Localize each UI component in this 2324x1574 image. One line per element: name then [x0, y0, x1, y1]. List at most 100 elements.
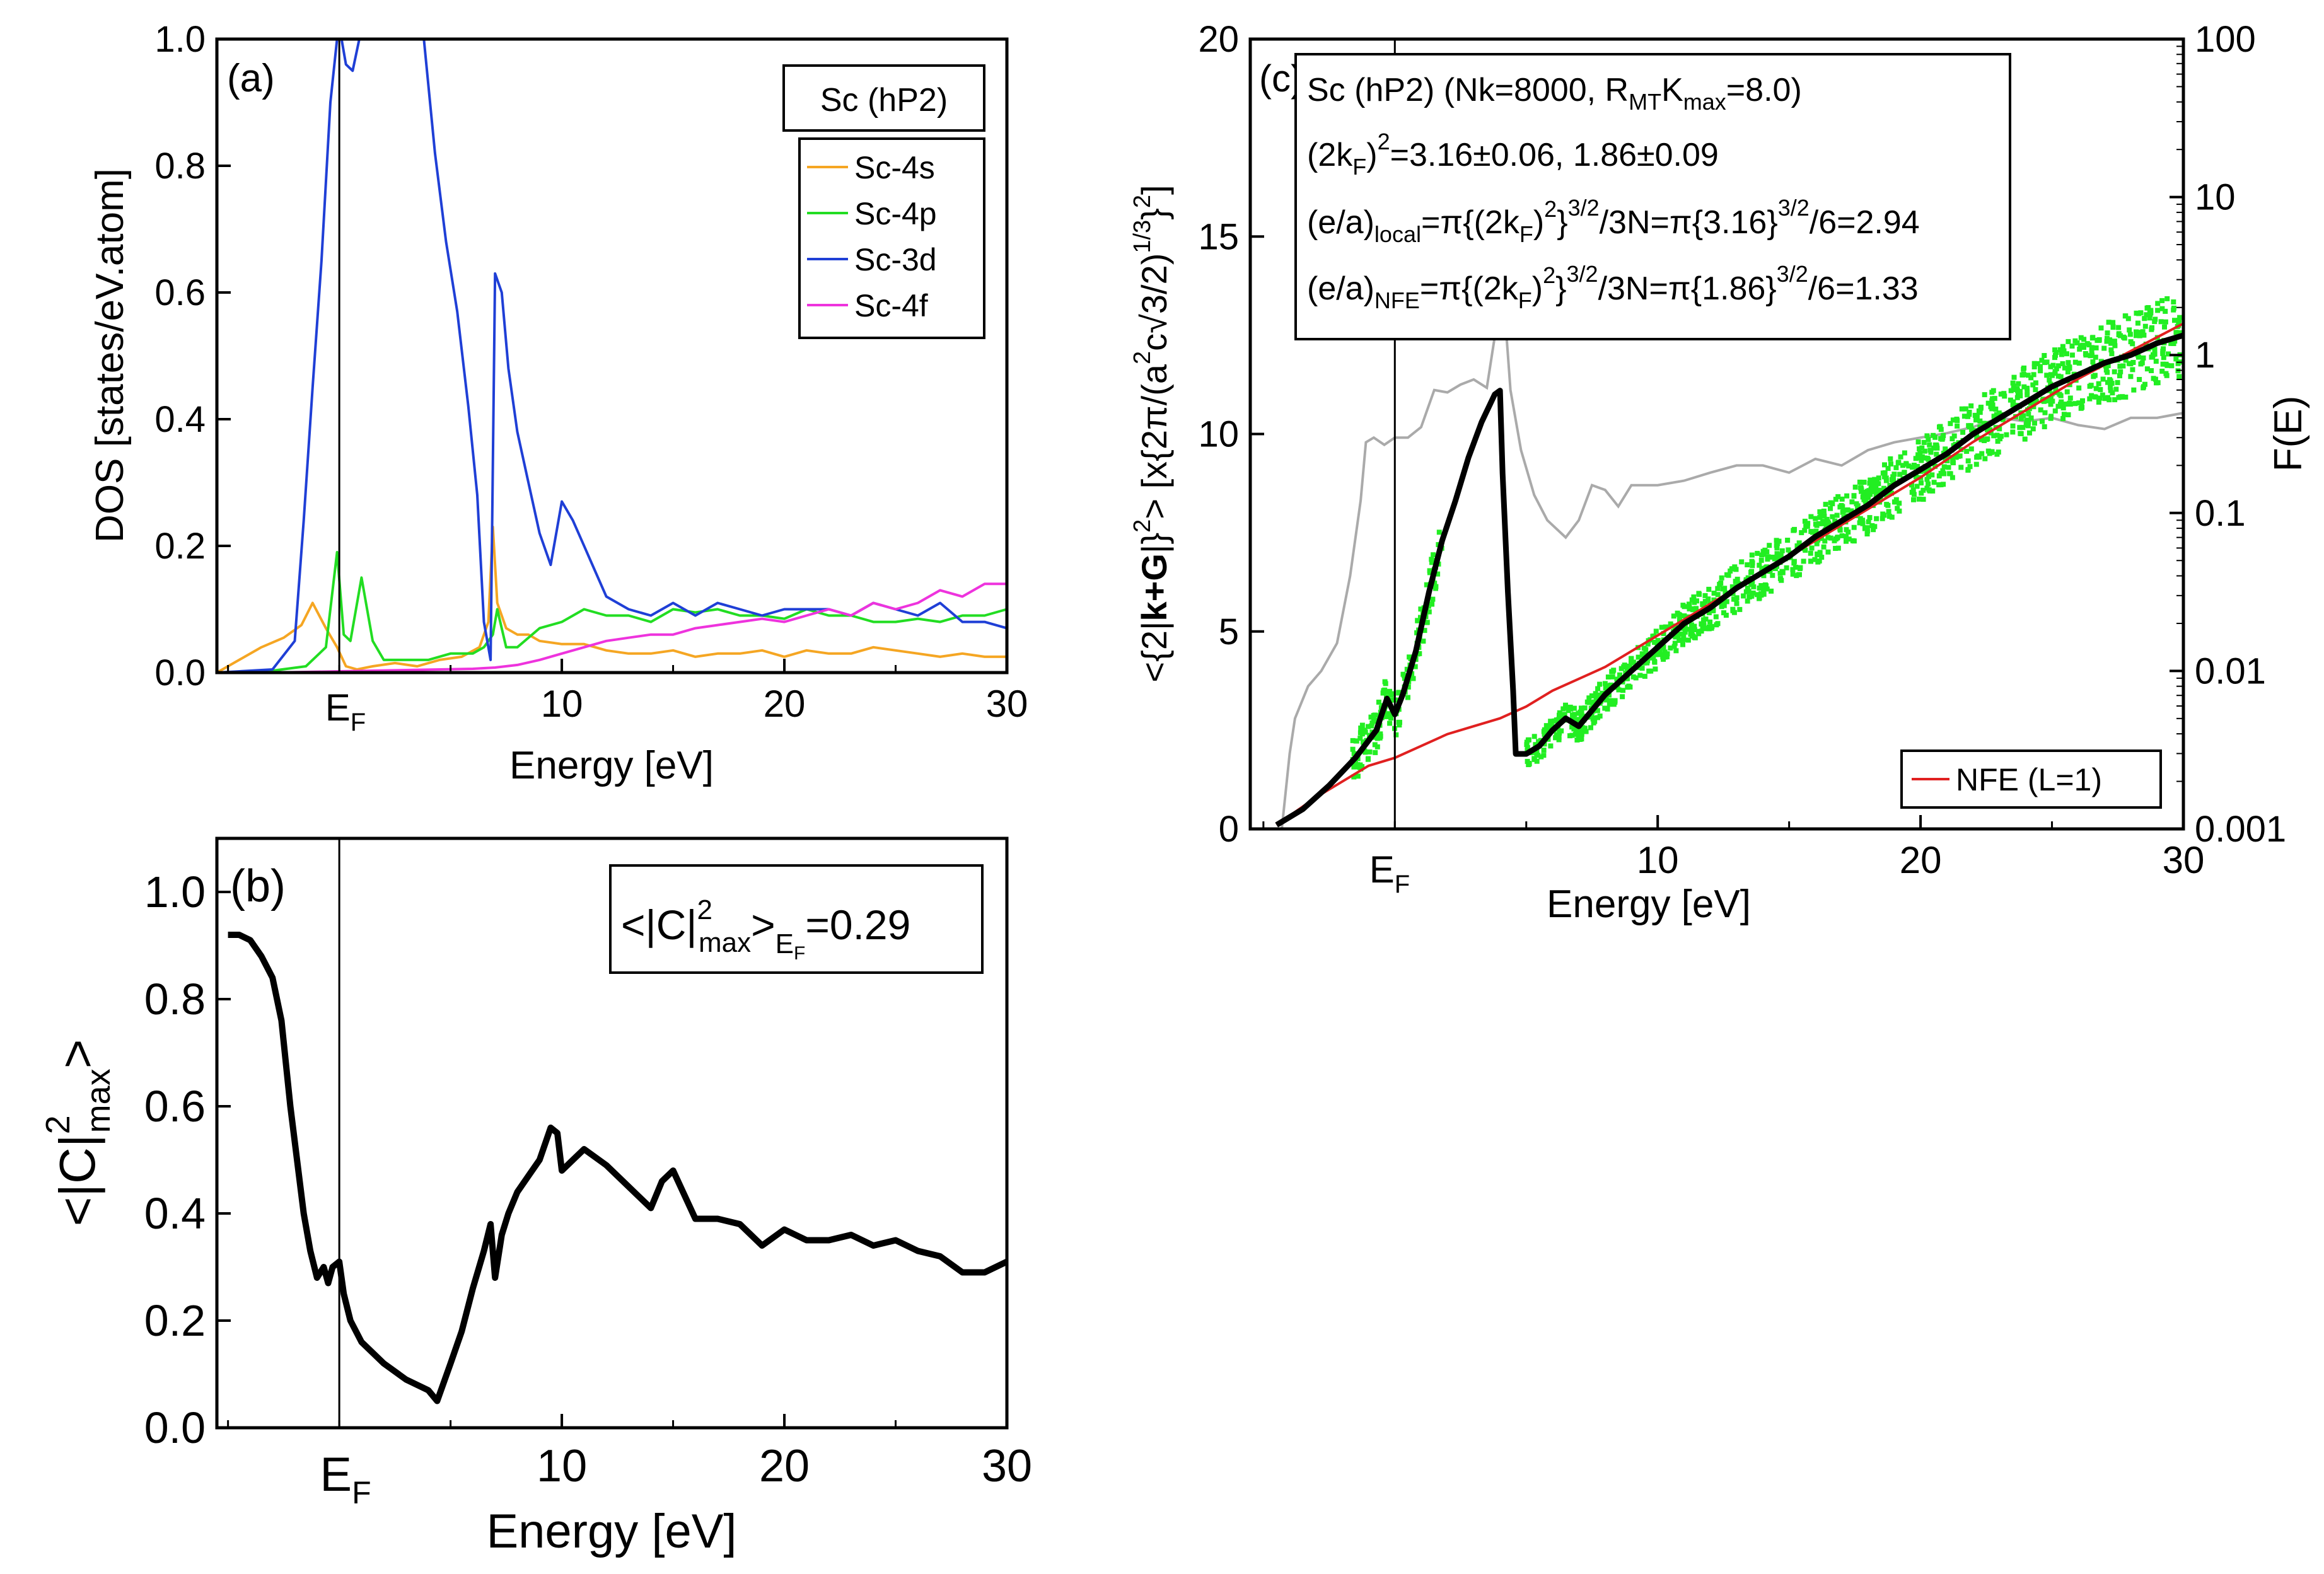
scatter-point — [1948, 420, 1953, 426]
scatter-point — [1926, 473, 1931, 479]
scatter-point — [1719, 599, 1725, 605]
scatter-point — [1820, 521, 1825, 526]
scatter-point — [1359, 722, 1365, 728]
scatter-point — [1813, 528, 1819, 534]
scatter-point — [2033, 380, 2038, 386]
scatter-point — [1404, 666, 1410, 672]
scatter-point — [2028, 415, 2034, 421]
scatter-point — [1779, 548, 1785, 553]
scatter-point — [1605, 706, 1610, 712]
scatter-point — [1556, 717, 1562, 722]
scatter-point — [1860, 521, 1866, 526]
scatter-point — [1723, 613, 1729, 618]
scatter-point — [1627, 684, 1633, 690]
scatter-point — [1977, 418, 1983, 424]
scatter-point — [2122, 335, 2127, 341]
scatter-point — [1978, 405, 1984, 411]
scatter-point — [1538, 754, 1544, 760]
scatter-point — [2153, 376, 2158, 382]
scatter-point — [2032, 420, 2037, 426]
x-tick-label: 20 — [764, 683, 806, 725]
scatter-point — [1702, 593, 1708, 598]
scatter-point — [1873, 481, 1879, 487]
scatter-point — [1351, 774, 1357, 780]
scatter-point — [1636, 654, 1641, 660]
scatter-point — [2128, 374, 2134, 379]
scatter-point — [2012, 387, 2018, 392]
scatter-point — [1731, 610, 1737, 615]
scatter-point — [1576, 710, 1581, 716]
scatter-point — [2103, 367, 2109, 373]
scatter-point — [2025, 423, 2031, 429]
scatter-point — [2025, 390, 2030, 395]
scatter-point — [2054, 366, 2059, 371]
scatter-point — [1866, 519, 1871, 524]
scatter-point — [2033, 387, 2038, 393]
scatter-point — [2072, 401, 2078, 407]
scatter-point — [1974, 435, 1980, 441]
scatter-point — [1610, 674, 1615, 680]
scatter-point — [1791, 528, 1797, 533]
scatter-point — [2061, 412, 2067, 417]
scatter-point — [1949, 436, 1955, 441]
x-tick-label: 30 — [2163, 839, 2205, 881]
scatter-point — [1878, 497, 1883, 502]
scatter-point — [1988, 404, 1994, 410]
scatter-point — [1931, 480, 1937, 485]
plot-area-b — [228, 838, 1009, 1428]
right-y-tick-label: 100 — [2195, 19, 2256, 60]
x-tick-label: 10 — [541, 683, 583, 725]
scatter-point — [1888, 461, 1893, 467]
scatter-point — [1435, 571, 1441, 577]
scatter-point — [1709, 625, 1714, 631]
scatter-point — [1854, 501, 1859, 507]
scatter-point — [1927, 448, 1933, 453]
scatter-point — [1548, 743, 1554, 749]
scatter-point — [1429, 557, 1434, 562]
scatter-point — [1926, 437, 1931, 443]
scatter-point — [1422, 628, 1427, 634]
scatter-point — [1924, 477, 1930, 482]
scatter-point — [2173, 330, 2179, 335]
scatter-point — [1542, 731, 1547, 737]
scatter-point — [2010, 402, 2016, 408]
scatter-point — [1668, 621, 1673, 627]
scatter-point — [1579, 709, 1584, 715]
scatter-point — [1541, 748, 1547, 753]
scatter-point — [1871, 485, 1876, 490]
scatter-point — [1897, 501, 1902, 506]
scatter-point — [1813, 516, 1818, 521]
panel-c-wavevector-chart: (c) Sc (hP2) (Nk=8000, RMTKmax=8.0) (2kF… — [1129, 19, 2310, 926]
scatter-point — [1844, 507, 1849, 513]
scatter-point — [1652, 640, 1658, 645]
scatter-point — [1646, 668, 1652, 674]
scatter-point — [2042, 353, 2047, 358]
scatter-point — [1780, 570, 1786, 576]
scatter-point — [2110, 390, 2115, 396]
scatter-point — [2060, 416, 2066, 421]
scatter-point — [2104, 339, 2110, 344]
scatter-point — [1746, 594, 1752, 599]
scatter-point — [1696, 628, 1702, 634]
scatter-point — [1799, 530, 1804, 535]
scatter-point — [1355, 773, 1361, 779]
scatter-point — [1926, 467, 1932, 473]
scatter-point — [1814, 523, 1820, 528]
scatter-point — [1837, 504, 1843, 510]
scatter-point — [1857, 520, 1862, 526]
scatter-point — [1808, 550, 1813, 556]
legend-label: Sc-4s — [854, 150, 935, 185]
scatter-point — [1705, 626, 1711, 632]
scatter-point — [1938, 424, 1943, 429]
scatter-point — [2030, 426, 2036, 432]
scatter-point — [1810, 529, 1815, 535]
scatter-point — [1557, 712, 1562, 718]
scatter-point — [1570, 712, 1575, 718]
y-tick-label: 1.0 — [154, 19, 206, 60]
scatter-point — [1761, 552, 1767, 557]
y-tick-label: 0.6 — [154, 272, 206, 313]
y-tick-label: 0.0 — [154, 652, 206, 693]
scatter-point — [2021, 384, 2027, 390]
scatter-point — [1677, 616, 1682, 622]
scatter-point — [1851, 538, 1857, 544]
